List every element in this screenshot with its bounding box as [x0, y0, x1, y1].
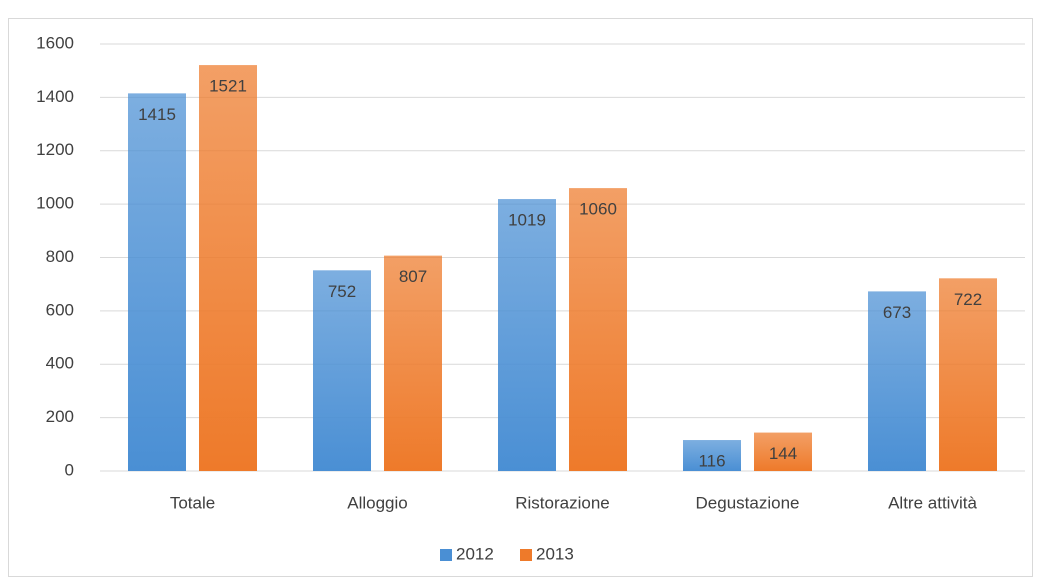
bar — [754, 432, 812, 471]
y-tick-label: 1000 — [36, 194, 74, 213]
y-tick-label: 0 — [65, 460, 74, 479]
data-label: 1019 — [508, 211, 546, 230]
data-label: 1060 — [579, 200, 617, 219]
x-tick-label: Totale — [170, 493, 215, 512]
data-label: 1415 — [138, 105, 176, 124]
x-tick-label: Alloggio — [347, 493, 408, 512]
bar — [569, 188, 627, 472]
bar — [313, 270, 371, 471]
bar — [128, 93, 186, 471]
data-label: 673 — [883, 303, 911, 322]
x-tick-label: Altre attività — [888, 493, 977, 512]
bar — [199, 65, 257, 471]
y-tick-label: 200 — [46, 407, 74, 426]
y-tick-label: 600 — [46, 300, 74, 319]
legend-swatch — [440, 549, 452, 561]
bar — [868, 291, 926, 471]
data-label: 1521 — [209, 77, 247, 96]
y-tick-label: 400 — [46, 354, 74, 373]
y-tick-label: 1600 — [36, 33, 74, 52]
data-label: 722 — [954, 290, 982, 309]
x-tick-label: Degustazione — [696, 493, 800, 512]
bar — [683, 440, 741, 471]
data-label: 116 — [698, 452, 725, 471]
data-label: 752 — [328, 282, 356, 301]
data-label: 144 — [769, 444, 797, 463]
bar — [384, 255, 442, 471]
data-label: 807 — [399, 267, 427, 286]
legend-swatch — [520, 549, 532, 561]
bar — [498, 199, 556, 471]
x-tick-label: Ristorazione — [515, 493, 610, 512]
legend-label: 2013 — [536, 544, 574, 563]
y-tick-label: 800 — [46, 247, 74, 266]
legend-label: 2012 — [456, 544, 494, 563]
y-tick-label: 1200 — [36, 140, 74, 159]
bar — [939, 278, 997, 471]
y-tick-label: 1400 — [36, 87, 74, 106]
